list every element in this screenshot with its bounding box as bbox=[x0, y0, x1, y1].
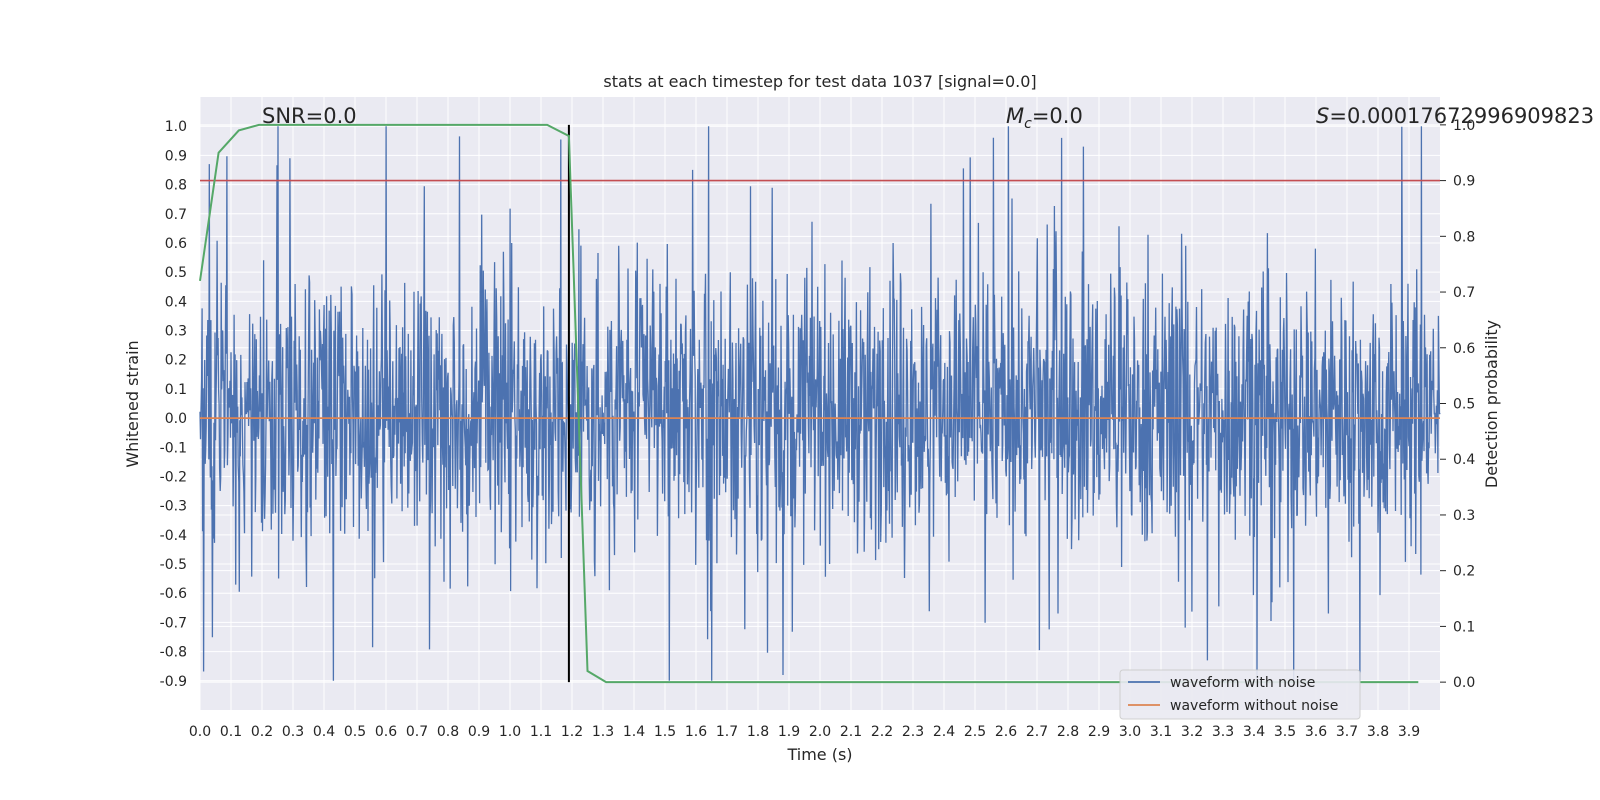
y-tick-label: -0.3 bbox=[160, 499, 187, 515]
y-tick-label: 0.5 bbox=[165, 265, 187, 281]
s-value: =0.00017672996909823 bbox=[1329, 104, 1594, 128]
y2-tick-label: 0.5 bbox=[1453, 397, 1475, 413]
detection-probability-line bbox=[199, 123, 1419, 684]
x-tick-label: 2.0 bbox=[809, 724, 831, 740]
mc-subscript: c bbox=[1024, 116, 1032, 132]
x-tick-label: 1.1 bbox=[530, 724, 552, 740]
series-waveform-with-noise bbox=[199, 126, 1441, 681]
y2-tick-label: 0.3 bbox=[1453, 508, 1475, 524]
y2-tick-label: 0.9 bbox=[1453, 174, 1475, 190]
legend-label-noise: waveform with noise bbox=[1170, 675, 1315, 691]
y-tick-label: -0.2 bbox=[160, 469, 187, 485]
y-tick-labels: 1.0 0.9 0.8 0.7 0.6 0.5 0.4 0.3 0.2 0.1 0.0 -0.1 -0.… bbox=[160, 119, 187, 690]
x-tick-label: 3.0 bbox=[1119, 724, 1141, 740]
x-tick-label: 1.6 bbox=[685, 724, 707, 740]
x-tick-label: 1.7 bbox=[716, 724, 738, 740]
x-tick-label: 2.6 bbox=[995, 724, 1017, 740]
y-tick-label: -0.5 bbox=[160, 557, 187, 573]
x-tick-label: 0.6 bbox=[375, 724, 397, 740]
y-tick-label: 0.3 bbox=[165, 324, 187, 340]
mc-value: =0.0 bbox=[1032, 104, 1083, 128]
y2-tick-label: 0.1 bbox=[1453, 619, 1475, 635]
y2-axis-label: Detection probability bbox=[1482, 320, 1501, 488]
s-annotation: S=0.00017672996909823 bbox=[1316, 104, 1594, 128]
x-tick-label: 2.1 bbox=[840, 724, 862, 740]
x-tick-label: 0.5 bbox=[344, 724, 366, 740]
y-tick-label: 0.6 bbox=[165, 236, 187, 252]
x-tick-label: 0.2 bbox=[251, 724, 273, 740]
y-tick-label: 0.8 bbox=[165, 178, 187, 194]
y2-tick-label: 0.6 bbox=[1453, 341, 1475, 357]
x-tick-labels: 0.0 0.1 0.2 0.3 0.4 0.5 0.6 0.7 0.8 0.9 1.0 1.1 1.2 1… bbox=[189, 724, 1420, 740]
waveform-with-noise-line bbox=[199, 126, 1441, 681]
y-tick-label: -0.8 bbox=[160, 645, 187, 661]
mc-symbol: M bbox=[1006, 104, 1024, 128]
x-tick-label: 2.3 bbox=[902, 724, 924, 740]
x-tick-label: 1.5 bbox=[654, 724, 676, 740]
x-tick-label: 1.2 bbox=[561, 724, 583, 740]
x-tick-label: 2.5 bbox=[964, 724, 986, 740]
y2-tick-label: 1.0 bbox=[1453, 118, 1475, 134]
x-tick-label: 0.9 bbox=[468, 724, 490, 740]
y2-tick-label: 0.8 bbox=[1453, 229, 1475, 245]
chart-title: stats at each timestep for test data 103… bbox=[603, 72, 1036, 91]
x-tick-label: 2.2 bbox=[871, 724, 893, 740]
x-tick-label: 3.5 bbox=[1274, 724, 1296, 740]
y-tick-label: 0.1 bbox=[165, 382, 187, 398]
x-tick-label: 3.4 bbox=[1243, 724, 1265, 740]
y-tick-label: 0.2 bbox=[165, 353, 187, 369]
y-tick-label: -0.4 bbox=[160, 528, 187, 544]
y-tick-label: -0.1 bbox=[160, 440, 187, 456]
x-tick-label: 1.3 bbox=[592, 724, 614, 740]
x-tick-label: 1.4 bbox=[623, 724, 645, 740]
y-tick-label: -0.7 bbox=[160, 615, 187, 631]
s-symbol: S bbox=[1316, 104, 1329, 128]
snr-annotation: SNR=0.0 bbox=[262, 104, 357, 128]
x-tick-label: 0.3 bbox=[282, 724, 304, 740]
y-tick-label: 0.7 bbox=[165, 207, 187, 223]
y-tick-label: -0.6 bbox=[160, 586, 187, 602]
series-layer bbox=[199, 123, 1440, 684]
y-tick-label: 0.9 bbox=[165, 148, 187, 164]
y2-tick-label: 0.0 bbox=[1453, 675, 1475, 691]
x-tick-label: 0.8 bbox=[437, 724, 459, 740]
x-tick-label: 0.7 bbox=[406, 724, 428, 740]
x-tick-label: 0.4 bbox=[313, 724, 335, 740]
mc-annotation: Mc=0.0 bbox=[1006, 104, 1083, 132]
x-tick-label: 2.9 bbox=[1088, 724, 1110, 740]
x-tick-label: 3.3 bbox=[1212, 724, 1234, 740]
x-tick-label: 2.4 bbox=[933, 724, 955, 740]
y-tick-label: 0.0 bbox=[165, 411, 187, 427]
y2-tick-labels: 1.0 0.9 0.8 0.7 0.6 0.5 0.4 0.3 0.2 0.1 0.0 bbox=[1440, 118, 1475, 691]
legend-box bbox=[1119, 669, 1361, 720]
x-tick-label: 3.8 bbox=[1367, 724, 1389, 740]
x-tick-label: 3.6 bbox=[1305, 724, 1327, 740]
x-tick-label: 0.0 bbox=[189, 724, 211, 740]
x-tick-label: 3.2 bbox=[1181, 724, 1203, 740]
y-tick-label: 1.0 bbox=[165, 119, 187, 135]
legend-label-clean: waveform without noise bbox=[1170, 698, 1338, 714]
x-axis-label: Time (s) bbox=[786, 745, 852, 764]
y-tick-label: 0.4 bbox=[165, 294, 187, 310]
x-tick-label: 2.8 bbox=[1057, 724, 1079, 740]
legend: waveform with noise waveform without noi… bbox=[1119, 669, 1361, 720]
x-tick-label: 3.7 bbox=[1336, 724, 1358, 740]
x-tick-label: 2.7 bbox=[1026, 724, 1048, 740]
x-tick-label: 1.8 bbox=[747, 724, 769, 740]
x-tick-label: 3.1 bbox=[1150, 724, 1172, 740]
x-tick-label: 1.9 bbox=[778, 724, 800, 740]
x-tick-label: 1.0 bbox=[499, 724, 521, 740]
y-axis-label: Whitened strain bbox=[123, 340, 142, 467]
x-tick-label: 0.1 bbox=[220, 724, 242, 740]
x-tick-label: 3.9 bbox=[1398, 724, 1420, 740]
y2-tick-label: 0.7 bbox=[1453, 285, 1475, 301]
y2-tick-label: 0.2 bbox=[1453, 564, 1475, 580]
y-tick-label: -0.9 bbox=[160, 674, 187, 690]
y2-tick-label: 0.4 bbox=[1453, 452, 1475, 468]
